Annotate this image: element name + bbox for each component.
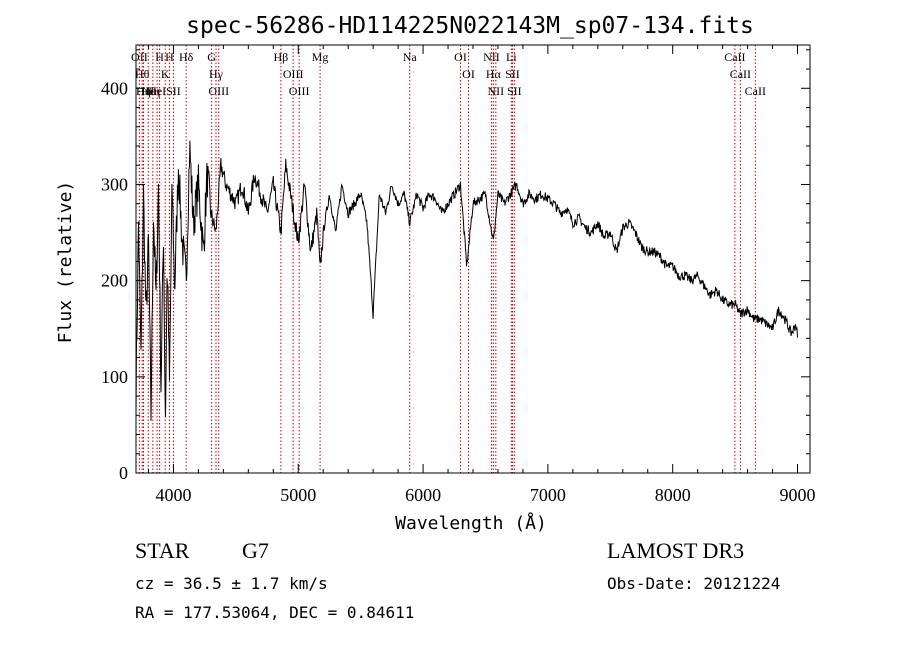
y-tick-label: 400 [101,78,128,98]
marker-label: NII [488,84,505,98]
y-axis: 0 100 200 300 400 [101,49,810,483]
marker-label: Hα [486,67,502,81]
x-tick-label: 9000 [780,485,816,505]
y-tick-label: 300 [101,174,128,194]
x-tick-label: 8000 [655,485,691,505]
marker-label: CaII [745,84,766,98]
marker-label: OIII [208,84,229,98]
subclass: G7 [242,538,269,563]
spectrum-layer [135,140,798,421]
marker-label: CaII [724,50,745,64]
x-tick-label: 5000 [280,485,316,505]
survey-name: LAMOST DR3 [607,538,745,563]
object-class: STAR [135,538,190,563]
marker-label: Hβ [274,50,289,64]
marker-label: OI [462,67,475,81]
redshift-info: cz = 36.5 ± 1.7 km/s [135,574,328,593]
marker-label: OI [454,50,467,64]
marker-label: Na [403,50,418,64]
marker-label: H [165,50,174,64]
marker-label: Hγ [209,67,224,81]
marker-label: SII [507,84,522,98]
marker-label: OII [131,50,148,64]
coordinates: RA = 177.53064, DEC = 0.84611 [135,603,415,622]
y-tick-label: 0 [119,463,128,483]
marker-label: HeI [148,84,166,98]
marker-label: Hϵ [141,84,155,98]
x-tick-label: 4000 [155,485,191,505]
marker-label: Hδ [179,50,194,64]
plot-frame [135,44,811,474]
marker-label: SII [166,84,181,98]
x-tick-label: 7000 [530,485,566,505]
x-axis: 4000 5000 6000 7000 8000 9000 [147,45,816,505]
marker-label: K [161,67,170,81]
x-tick-label: 6000 [405,485,441,505]
marker-label: Li [506,50,517,64]
x-axis-label: Wavelength (Å) [395,512,547,534]
y-tick-label: 200 [101,271,128,291]
marker-label: OIII [283,67,304,81]
y-tick-label: 100 [101,367,128,387]
marker-label: Hη [145,84,160,98]
marker-label: OIII [289,84,310,98]
marker-label: NII [483,50,500,64]
marker-label: SII [505,67,520,81]
chart-title: spec-56286-HD114225N022143M_sp07-134.fit… [186,13,754,39]
marker-label: Hθ [135,67,150,81]
spectrum-line [135,140,798,421]
marker-label: CaII [730,67,751,81]
marker-label: G [207,50,216,64]
marker-label: Mg [312,50,329,64]
y-axis-label: Flux (relative) [55,181,76,344]
marker-label: Hη [136,84,151,98]
marker-label: H [155,50,164,64]
obs-date: Obs-Date: 20121224 [607,574,781,593]
